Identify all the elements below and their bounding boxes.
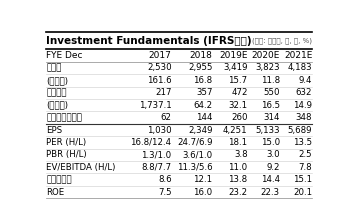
- Text: ROE: ROE: [47, 188, 65, 197]
- Text: 7.8: 7.8: [299, 163, 312, 172]
- Text: 12.1: 12.1: [193, 175, 212, 184]
- Text: 2.5: 2.5: [299, 150, 312, 159]
- Text: 5,133: 5,133: [255, 125, 280, 135]
- Text: 24.7/6.9: 24.7/6.9: [177, 138, 212, 147]
- Text: 3.8: 3.8: [234, 150, 247, 159]
- Text: 3.0: 3.0: [266, 150, 280, 159]
- Text: 23.2: 23.2: [229, 188, 247, 197]
- Text: 64.2: 64.2: [193, 101, 212, 110]
- Text: 2018: 2018: [190, 51, 212, 60]
- Text: 472: 472: [231, 88, 247, 97]
- Text: PBR (H/L): PBR (H/L): [47, 150, 87, 159]
- Text: 2019E: 2019E: [219, 51, 247, 60]
- Text: 16.8: 16.8: [193, 76, 212, 85]
- Text: EPS: EPS: [47, 125, 63, 135]
- Text: 9.2: 9.2: [266, 163, 280, 172]
- Text: Investment Fundamentals (IFRS연결): Investment Fundamentals (IFRS연결): [47, 36, 252, 46]
- Text: (단위: 십억원, 원, 배, %): (단위: 십억원, 원, 배, %): [252, 37, 312, 44]
- Text: 217: 217: [155, 88, 172, 97]
- Text: 348: 348: [296, 113, 312, 122]
- Text: 632: 632: [296, 88, 312, 97]
- Text: 13.8: 13.8: [229, 175, 247, 184]
- Text: 20.1: 20.1: [293, 188, 312, 197]
- Text: 11.3/5.6: 11.3/5.6: [177, 163, 212, 172]
- Text: 260: 260: [231, 113, 247, 122]
- Text: 9.4: 9.4: [299, 76, 312, 85]
- Text: 13.5: 13.5: [293, 138, 312, 147]
- Text: FYE Dec: FYE Dec: [47, 51, 83, 60]
- Text: 2020E: 2020E: [252, 51, 280, 60]
- Text: 영업이익: 영업이익: [47, 88, 67, 97]
- Text: 15.1: 15.1: [293, 175, 312, 184]
- Text: 영업이익률: 영업이익률: [47, 175, 72, 184]
- Text: 22.3: 22.3: [261, 188, 280, 197]
- Text: 16.0: 16.0: [193, 188, 212, 197]
- Text: 5,689: 5,689: [288, 125, 312, 135]
- Text: 지배주주순이익: 지배주주순이익: [47, 113, 82, 122]
- Text: 16.5: 16.5: [261, 101, 280, 110]
- Text: 550: 550: [264, 88, 280, 97]
- Text: (증가율): (증가율): [47, 101, 69, 110]
- Text: 161.6: 161.6: [147, 76, 172, 85]
- Text: 3,419: 3,419: [223, 63, 247, 72]
- Text: 1.3/1.0: 1.3/1.0: [141, 150, 172, 159]
- Text: 8.8/7.7: 8.8/7.7: [141, 163, 172, 172]
- Text: (증가율): (증가율): [47, 76, 69, 85]
- Text: 4,183: 4,183: [288, 63, 312, 72]
- Text: 2017: 2017: [149, 51, 172, 60]
- Text: 1,737.1: 1,737.1: [139, 101, 172, 110]
- Text: 15.0: 15.0: [261, 138, 280, 147]
- Text: 62: 62: [161, 113, 172, 122]
- Text: 314: 314: [264, 113, 280, 122]
- Text: 7.5: 7.5: [158, 188, 172, 197]
- Text: 1,030: 1,030: [147, 125, 172, 135]
- Text: 14.9: 14.9: [293, 101, 312, 110]
- Text: 3,823: 3,823: [255, 63, 280, 72]
- Text: 11.0: 11.0: [229, 163, 247, 172]
- Text: 매출액: 매출액: [47, 63, 62, 72]
- Text: 2021E: 2021E: [284, 51, 312, 60]
- Text: 8.6: 8.6: [158, 175, 172, 184]
- Text: 2,955: 2,955: [188, 63, 212, 72]
- Text: 14.4: 14.4: [261, 175, 280, 184]
- Text: 144: 144: [196, 113, 212, 122]
- Text: 11.8: 11.8: [261, 76, 280, 85]
- Text: 15.7: 15.7: [229, 76, 247, 85]
- Text: 357: 357: [196, 88, 212, 97]
- Text: EV/EBITDA (H/L): EV/EBITDA (H/L): [47, 163, 116, 172]
- Text: 4,251: 4,251: [223, 125, 247, 135]
- Text: 2,349: 2,349: [188, 125, 212, 135]
- Text: PER (H/L): PER (H/L): [47, 138, 86, 147]
- Text: 32.1: 32.1: [229, 101, 247, 110]
- Text: 2,530: 2,530: [147, 63, 172, 72]
- Text: 3.6/1.0: 3.6/1.0: [182, 150, 212, 159]
- Text: 16.8/12.4: 16.8/12.4: [131, 138, 172, 147]
- Text: 18.1: 18.1: [229, 138, 247, 147]
